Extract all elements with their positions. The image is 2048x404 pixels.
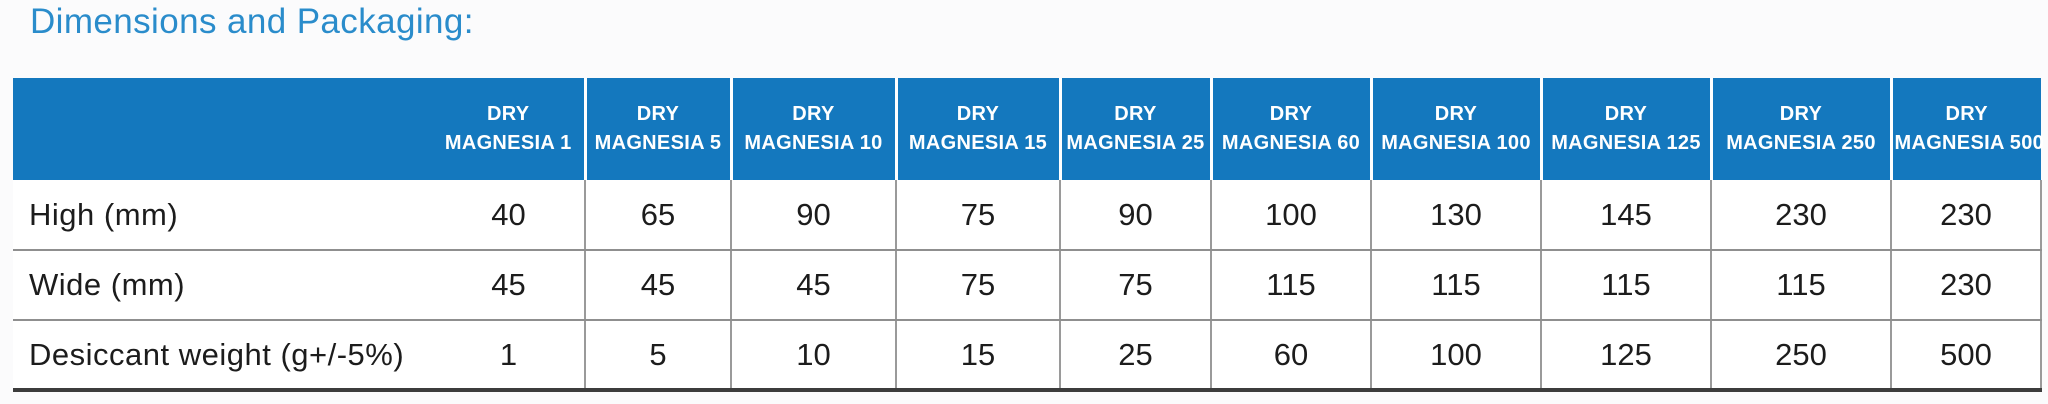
header-row: DRY MAGNESIA 1 DRY MAGNESIA 5 DRY MAGNES…: [13, 78, 2045, 180]
column-header-line2: MAGNESIA 500: [1894, 132, 2045, 154]
column-header-dry-magnesia-10: DRY MAGNESIA 10: [729, 78, 896, 180]
column-header-line1: DRY: [1604, 103, 1648, 125]
column-header-line2: MAGNESIA 125: [1551, 132, 1701, 154]
table-cell: 90: [730, 180, 896, 251]
table-cell: 75: [895, 250, 1060, 321]
table-cell: 1: [433, 320, 585, 390]
table-cell: 100: [1210, 180, 1371, 251]
dimensions-packaging-table: DRY MAGNESIA 1 DRY MAGNESIA 5 DRY MAGNES…: [13, 78, 2045, 392]
column-header-line1: DRY: [1269, 103, 1313, 125]
column-header-line1: DRY: [1114, 103, 1157, 125]
column-header-line2: MAGNESIA 60: [1221, 132, 1361, 154]
table-cell: 130: [1370, 180, 1541, 251]
table-cell: 115: [1210, 250, 1371, 321]
table-cell: 15: [895, 320, 1060, 390]
column-header-dry-magnesia-250: DRY MAGNESIA 250: [1709, 78, 1891, 180]
column-header-dry-magnesia-1: DRY MAGNESIA 1: [433, 78, 585, 180]
column-header-line2: MAGNESIA 10: [744, 132, 883, 154]
column-header-line2: MAGNESIA 100: [1381, 132, 1531, 154]
table-cell: 500: [1890, 320, 2042, 390]
table-cell: 25: [1059, 320, 1211, 390]
table-cell: 125: [1540, 320, 1711, 390]
column-header-line1: DRY: [487, 103, 530, 125]
column-header-line1: DRY: [956, 103, 1000, 125]
table-row-wide: Wide (mm) 45 45 45 75 75 115 115 115 115…: [13, 250, 2042, 321]
table-cell: 90: [1059, 180, 1211, 251]
column-header-line2: MAGNESIA 15: [908, 132, 1048, 154]
table-cell: 5: [584, 320, 731, 390]
table-row-desiccant-weight: Desiccant weight (g+/-5%) 1 5 10 15 25 6…: [13, 320, 2042, 390]
table-cell: 75: [1059, 250, 1211, 321]
table-cell: 100: [1370, 320, 1541, 390]
corner-cell: [13, 78, 433, 180]
table-cell: 115: [1710, 250, 1891, 321]
table-cell: 65: [584, 180, 731, 251]
table-cell: 10: [730, 320, 896, 390]
column-header-line2: MAGNESIA 25: [1066, 132, 1205, 154]
column-header-line1: DRY: [1434, 103, 1478, 125]
table-cell: 230: [1890, 180, 2042, 251]
table-cell: 45: [730, 250, 896, 321]
column-header-dry-magnesia-25: DRY MAGNESIA 25: [1058, 78, 1211, 180]
column-header-dry-magnesia-500: DRY MAGNESIA 500: [1889, 78, 2045, 180]
table-cell: 145: [1540, 180, 1711, 251]
table-cell: 115: [1540, 250, 1711, 321]
table-row-high: High (mm) 40 65 90 75 90 100 130 145 230…: [13, 180, 2042, 251]
table-cell: 250: [1710, 320, 1891, 390]
table-cell: 45: [433, 250, 585, 321]
column-header-line1: DRY: [1945, 103, 1988, 125]
table-cell: 60: [1210, 320, 1371, 390]
page-title: Dimensions and Packaging:: [30, 2, 474, 41]
row-label: High (mm): [13, 180, 433, 251]
table-cell: 45: [584, 250, 731, 321]
table-cell: 230: [1710, 180, 1891, 251]
column-header-line1: DRY: [792, 103, 835, 125]
column-header-dry-magnesia-125: DRY MAGNESIA 125: [1539, 78, 1711, 180]
column-header-dry-magnesia-100: DRY MAGNESIA 100: [1369, 78, 1541, 180]
column-header-dry-magnesia-5: DRY MAGNESIA 5: [583, 78, 731, 180]
column-header-dry-magnesia-15: DRY MAGNESIA 15: [894, 78, 1060, 180]
column-header-line2: MAGNESIA 5: [594, 132, 722, 154]
column-header-dry-magnesia-60: DRY MAGNESIA 60: [1209, 78, 1371, 180]
table-cell: 40: [433, 180, 585, 251]
row-label: Wide (mm): [13, 250, 433, 321]
column-header-line2: MAGNESIA 1: [444, 132, 572, 154]
column-header-line1: DRY: [636, 103, 680, 125]
table-cell: 230: [1890, 250, 2042, 321]
column-header-line1: DRY: [1779, 103, 1823, 125]
row-label: Desiccant weight (g+/-5%): [13, 320, 433, 390]
column-header-line2: MAGNESIA 250: [1726, 132, 1876, 154]
table-cell: 75: [895, 180, 1060, 251]
table-cell: 115: [1370, 250, 1541, 321]
